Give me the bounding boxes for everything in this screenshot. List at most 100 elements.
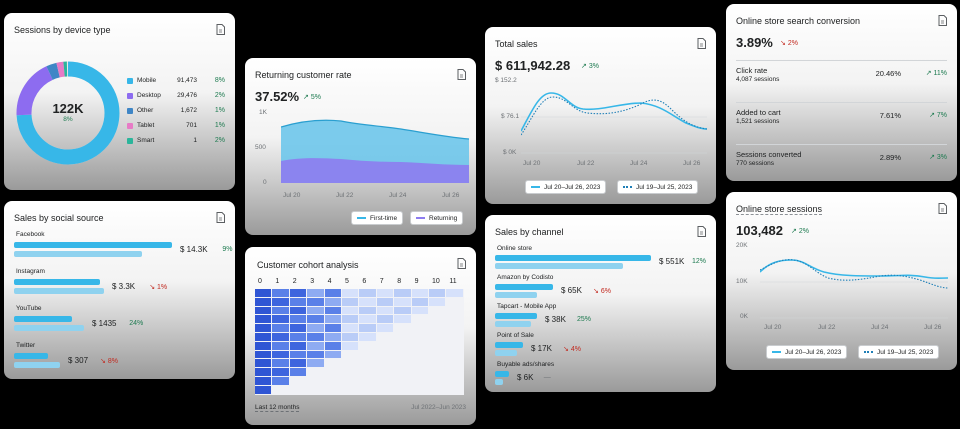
- cohort-cell[interactable]: [324, 315, 341, 324]
- cohort-cell[interactable]: [342, 289, 359, 297]
- cohort-cell[interactable]: [429, 289, 446, 297]
- cohort-cell[interactable]: [376, 306, 394, 315]
- cohort-cell[interactable]: [342, 315, 359, 324]
- cohort-cell[interactable]: [272, 289, 289, 297]
- change-text: 1%: [157, 284, 168, 291]
- cohort-cell[interactable]: [255, 289, 272, 297]
- cohort-cell[interactable]: [307, 289, 324, 297]
- cohort-cell[interactable]: [324, 341, 341, 350]
- cohort-cell[interactable]: [289, 306, 307, 315]
- cohort-cell[interactable]: [359, 333, 376, 341]
- export-icon[interactable]: [697, 38, 706, 49]
- cohort-cell[interactable]: [359, 315, 376, 324]
- cohort-cell[interactable]: [394, 297, 411, 306]
- cohort-cell[interactable]: [272, 315, 289, 324]
- cohort-cell[interactable]: [255, 359, 272, 368]
- cohort-cell[interactable]: [289, 350, 307, 359]
- cohort-cell[interactable]: [272, 324, 289, 332]
- legend-current-period[interactable]: Jul 20–Jul 26, 2023: [766, 345, 848, 359]
- cohort-cell[interactable]: [342, 333, 359, 341]
- cohort-cell[interactable]: [394, 289, 411, 297]
- divider: [736, 144, 947, 145]
- cohort-cell[interactable]: [307, 333, 324, 341]
- legend-returning[interactable]: Returning: [410, 211, 464, 225]
- export-icon[interactable]: [938, 203, 947, 214]
- cohort-cell[interactable]: [255, 368, 272, 376]
- cohort-cell[interactable]: [289, 341, 307, 350]
- export-icon[interactable]: [457, 69, 466, 80]
- cohort-cell[interactable]: [359, 289, 376, 297]
- cohort-cell[interactable]: [272, 359, 289, 368]
- cohort-cell[interactable]: [324, 297, 341, 306]
- cohort-cell[interactable]: [255, 377, 272, 385]
- cohort-cell[interactable]: [307, 359, 324, 368]
- cohort-cell[interactable]: [411, 297, 428, 306]
- cohort-cell[interactable]: [342, 341, 359, 350]
- cohort-cell[interactable]: [289, 315, 307, 324]
- cohort-cell[interactable]: [255, 306, 272, 315]
- cohort-period-link[interactable]: Last 12 months: [255, 404, 300, 412]
- cohort-cell[interactable]: [342, 297, 359, 306]
- card-title[interactable]: Online store sessions: [736, 204, 823, 215]
- cohort-cell[interactable]: [307, 350, 324, 359]
- cohort-cell[interactable]: [359, 324, 376, 332]
- cohort-cell[interactable]: [376, 324, 394, 332]
- cohort-cell[interactable]: [272, 341, 289, 350]
- legend-name: Smart: [137, 137, 155, 144]
- cohort-cell[interactable]: [255, 297, 272, 306]
- cohort-cell[interactable]: [272, 377, 289, 385]
- cohort-cell[interactable]: [324, 350, 341, 359]
- cohort-cell[interactable]: [324, 289, 341, 297]
- cohort-cell[interactable]: [255, 350, 272, 359]
- cohort-cell[interactable]: [324, 306, 341, 315]
- cohort-cell[interactable]: [255, 315, 272, 324]
- cohort-cell[interactable]: [289, 324, 307, 332]
- export-icon[interactable]: [216, 24, 225, 35]
- legend-previous-period[interactable]: Jul 19–Jul 25, 2023: [617, 180, 699, 194]
- cohort-cell[interactable]: [289, 368, 307, 376]
- cohort-cell[interactable]: [255, 333, 272, 341]
- cohort-cell[interactable]: [289, 333, 307, 341]
- cohort-cell[interactable]: [324, 324, 341, 332]
- cohort-cell[interactable]: [289, 289, 307, 297]
- cohort-cell[interactable]: [272, 368, 289, 376]
- conversion-value: 3.89%: [736, 35, 773, 50]
- cohort-cell[interactable]: [272, 297, 289, 306]
- legend-current-period[interactable]: Jul 20–Jul 26, 2023: [525, 180, 607, 194]
- cohort-cell[interactable]: [376, 289, 394, 297]
- cohort-cell[interactable]: [307, 315, 324, 324]
- cohort-cell[interactable]: [272, 350, 289, 359]
- cohort-cell[interactable]: [255, 385, 272, 394]
- legend-previous-period[interactable]: Jul 19–Jul 25, 2023: [858, 345, 940, 359]
- cohort-cell[interactable]: [307, 341, 324, 350]
- export-icon[interactable]: [938, 15, 947, 26]
- cohort-cell[interactable]: [429, 297, 446, 306]
- legend-first-time[interactable]: First-time: [351, 211, 404, 225]
- cohort-cell[interactable]: [394, 306, 411, 315]
- cohort-cell[interactable]: [342, 306, 359, 315]
- cohort-cell[interactable]: [289, 297, 307, 306]
- cohort-cell[interactable]: [376, 315, 394, 324]
- cohort-cell[interactable]: [307, 306, 324, 315]
- cohort-cell[interactable]: [272, 306, 289, 315]
- cohort-cell[interactable]: [342, 324, 359, 332]
- cohort-cell[interactable]: [359, 306, 376, 315]
- export-icon[interactable]: [457, 258, 466, 269]
- export-icon[interactable]: [697, 226, 706, 237]
- export-icon[interactable]: [216, 212, 225, 223]
- funnel-step-rate: 2.89%: [879, 153, 901, 162]
- cohort-cell[interactable]: [255, 324, 272, 332]
- cohort-cell[interactable]: [307, 324, 324, 332]
- cohort-cell[interactable]: [324, 333, 341, 341]
- cohort-cell[interactable]: [289, 359, 307, 368]
- cohort-cell[interactable]: [394, 315, 411, 324]
- cohort-cell[interactable]: [411, 289, 428, 297]
- cohort-cell[interactable]: [446, 289, 463, 297]
- cohort-cell[interactable]: [359, 297, 376, 306]
- cohort-cell[interactable]: [255, 341, 272, 350]
- cohort-cell[interactable]: [411, 306, 428, 315]
- cohort-cell[interactable]: [307, 297, 324, 306]
- cohort-cell[interactable]: [272, 333, 289, 341]
- bar-previous: [495, 321, 531, 327]
- cohort-cell[interactable]: [376, 297, 394, 306]
